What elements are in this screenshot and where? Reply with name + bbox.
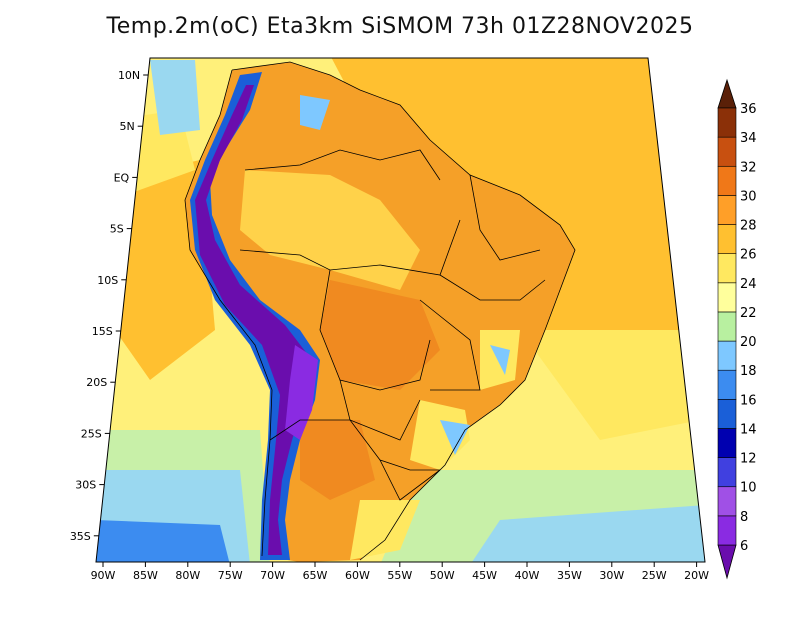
colorbar-segment [717,136,737,167]
lat-tick-label: 35S [70,530,91,543]
lon-tick-label: 65W [303,569,328,582]
serra-cool [440,420,470,455]
colorbar-segment [717,282,737,313]
map-frame [95,57,706,563]
temperature-field [96,58,705,562]
pacific-coast [184,69,273,557]
lon-tick-label: 75W [218,569,243,582]
mild-atlantic [520,330,700,440]
brazil-west-border [239,219,461,276]
colorbar: 6 8 10 12 14 16 18 20 22 24 26 28 30 32 34 36 [717,78,757,580]
colorbar-label: 34 [740,131,757,146]
lat-tick-label: 20S [86,376,107,389]
colorbar-segment [717,457,737,488]
colorbar-label: 14 [740,422,757,437]
paraguay-border [339,379,421,441]
colorbar-segment [717,195,737,225]
colorbar-segment [717,340,737,371]
lon-tick-label: 90W [91,569,116,582]
colorbar-bottom-arrow [717,544,737,580]
lon-tick-label: 80W [175,569,200,582]
state-border-ne [439,274,546,301]
colorbar-label: 20 [740,335,757,350]
lat-tick-label: 5S [110,223,124,236]
amazon-region [240,170,420,290]
andes-core [195,85,308,555]
colorbar-segment [717,369,737,400]
colorbar-label: 26 [740,248,757,263]
colorbar-label: 12 [740,452,757,467]
lat-tick-label: 10N [118,69,140,82]
colorbar-label: 18 [740,364,757,379]
colorbar-segment [717,107,737,138]
colorbar-label: 24 [740,277,757,292]
lon-tick-label: 30W [599,569,624,582]
lat-tick-label: 30S [75,479,96,492]
lon-tick-label: 20W [684,569,709,582]
colorbar-segment [717,253,737,284]
altiplano [285,345,318,440]
guiana-highlands [300,95,330,130]
lat-tick-label: 5N [119,120,134,133]
colorbar-label: 8 [740,510,748,525]
lon-tick-label: 40W [515,569,540,582]
map-title: Temp.2m(oC) Eta3km SiSMOM 73h 01Z28NOV20… [106,14,694,39]
lat-tick-label: 25S [81,427,102,440]
colorbar-label: 6 [740,539,748,554]
colorbar-segment [717,399,737,429]
colorbar-segment [717,428,737,458]
coldest-south-pacific [96,520,230,562]
colorbar-label: 10 [740,481,757,496]
state-border-north [469,174,541,261]
lon-tick-label: 55W [387,569,412,582]
pampas [350,500,420,560]
colorbar-label: 22 [740,306,757,321]
colorbar-label: 32 [740,160,757,175]
hot-interior [320,280,440,390]
lon-tick-label: 85W [133,569,158,582]
northern-borders [244,149,441,181]
country-borders [184,61,576,561]
argentina-border [269,419,440,471]
colorbar-segment [717,486,737,517]
lat-tick-label: 15S [92,325,113,338]
colorbar-segment [717,311,737,342]
lon-tick-label: 45W [472,569,497,582]
lon-tick-label: 35W [557,569,582,582]
latitude-axis: 10N 5N EQ 5S 10S 15S 20S 25S 30S 35S [70,69,149,543]
hot-argentina [300,420,375,500]
colorbar-segment [717,224,737,254]
colorbar-segment [717,515,737,546]
atlantic-coast [231,61,576,561]
colorbar-segment [717,165,737,196]
lon-tick-label: 50W [430,569,455,582]
lat-tick-label: 10S [97,274,118,287]
colorbar-top-arrow [717,78,737,109]
cool-nw-pacific [150,60,200,135]
cooler-south-atlantic [470,505,705,562]
bolivia-border [319,269,431,391]
lon-tick-label: 60W [345,569,370,582]
longitude-axis: 90W 85W 80W 75W 70W 65W 60W 55W 50W 45W 40W 35W 30W 2… [91,562,709,582]
colorbar-label: 36 [740,102,757,117]
colorbar-label: 30 [740,189,757,204]
state-border-center [419,299,481,391]
colorbar-label: 16 [740,393,757,408]
colorbar-label: 28 [740,219,757,234]
lat-tick-label: EQ [114,171,130,184]
minas-cooler [490,345,510,375]
lon-tick-label: 25W [642,569,667,582]
lon-tick-label: 70W [260,569,285,582]
uruguay-border [379,459,441,501]
